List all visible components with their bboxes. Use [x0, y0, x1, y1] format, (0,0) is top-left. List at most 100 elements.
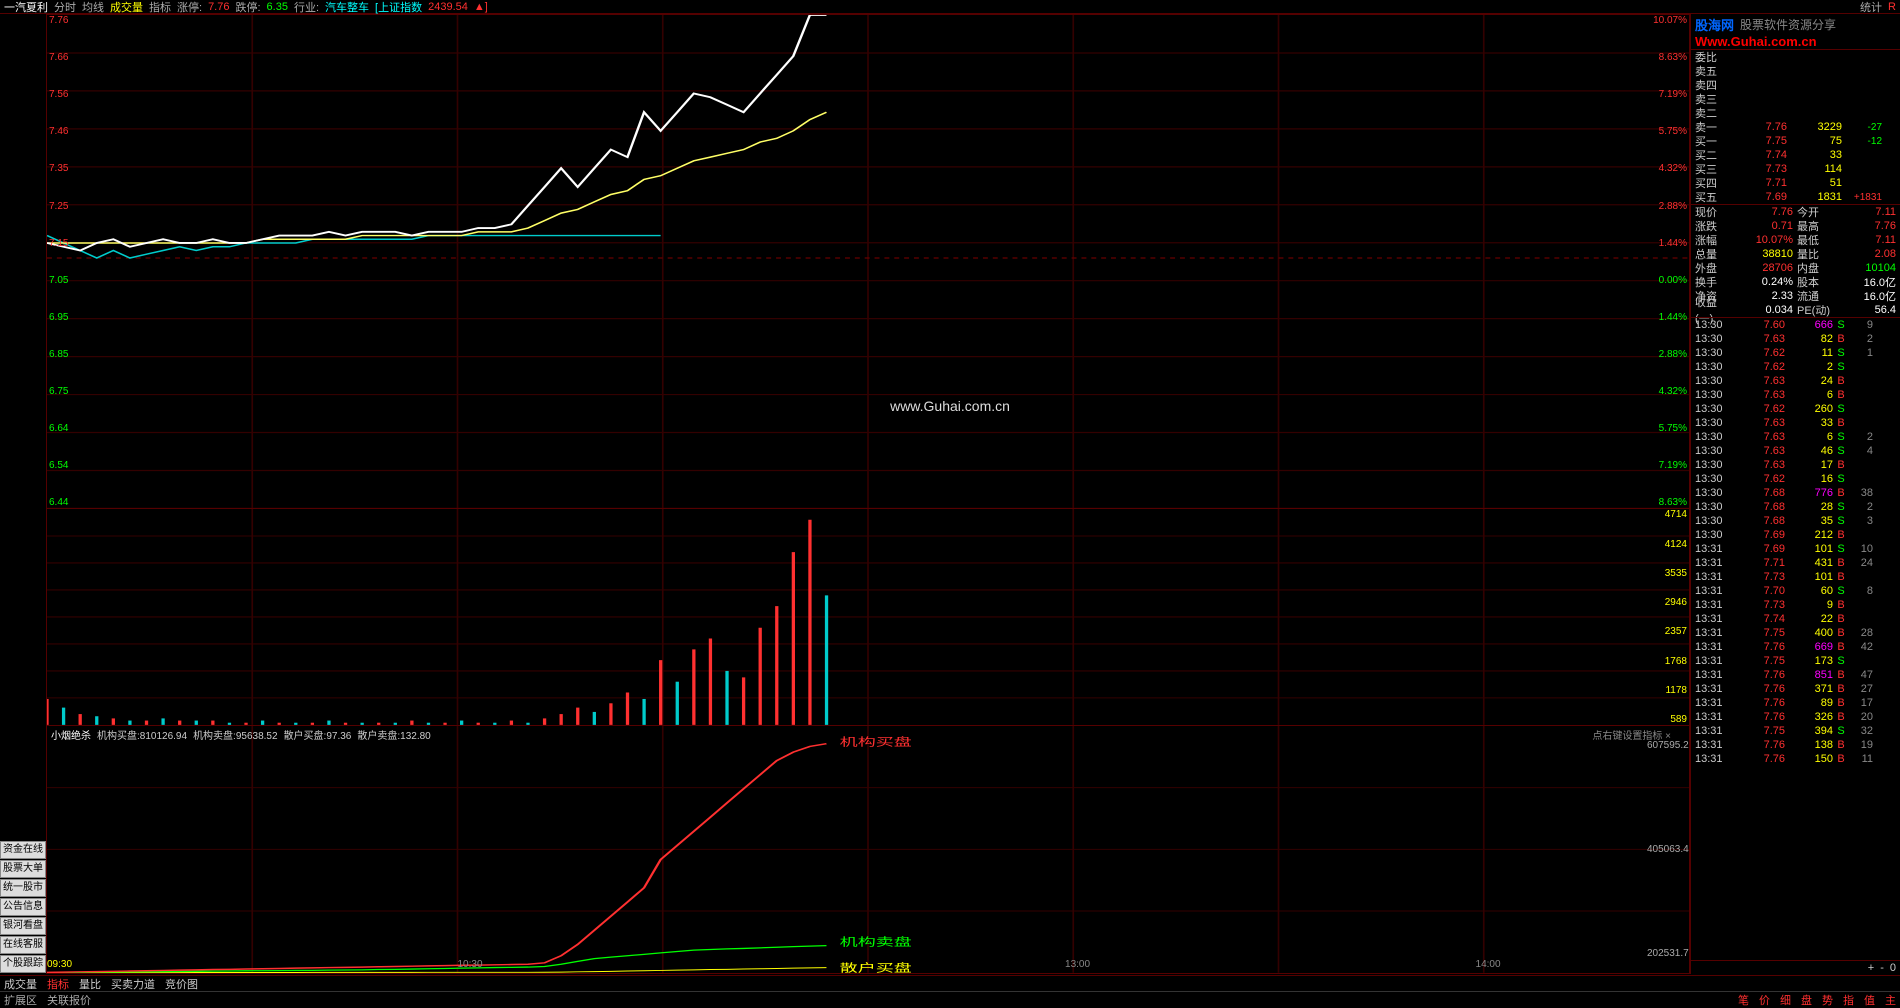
sidebar-button[interactable]: 资金在线 [0, 841, 46, 859]
bottom-link[interactable]: 关联报价 [47, 992, 91, 1008]
bottom-tab[interactable]: 指标 [47, 976, 69, 992]
tick-row: 13:307.6828S2 [1691, 500, 1900, 514]
tick-row: 13:317.75394S32 [1691, 724, 1900, 738]
orderbook-row: 买三7.73114 [1691, 162, 1900, 176]
footer-tab[interactable]: 笔 [1738, 992, 1749, 1008]
bottom-link[interactable]: 扩展区 [4, 992, 37, 1008]
r-indicator: R [1888, 1, 1896, 13]
bottom-bar2: 扩展区关联报价 笔价细盘势指值主 [0, 991, 1900, 1007]
sidebar-button[interactable]: 统一股市 [0, 879, 46, 897]
footer-tab[interactable]: 盘 [1801, 992, 1812, 1008]
tick-row: 13:317.7060S8 [1691, 584, 1900, 598]
bottom-tabs: 成交量指标量比买卖力道竞价图 [0, 975, 1900, 991]
tick-row: 13:307.6324B [1691, 374, 1900, 388]
tick-row: 13:307.622S [1691, 360, 1900, 374]
bottom-tab[interactable]: 买卖力道 [111, 976, 155, 992]
tick-row: 13:317.76669B42 [1691, 640, 1900, 654]
indicator-chart[interactable]: 小烟绝杀机构买盘:810126.94机构卖盘:95638.52散户买盘:97.3… [46, 726, 1690, 974]
tick-row: 13:317.739B [1691, 598, 1900, 612]
sidebar-button[interactable]: 个股跟踪 [0, 955, 46, 973]
orderbook-row: 买一7.7575-12 [1691, 134, 1900, 148]
tick-row: 13:307.6835S3 [1691, 514, 1900, 528]
indicator-y-axis-right: 607595.2405063.4202531.7 [1647, 740, 1687, 959]
tick-row: 13:317.76138B19 [1691, 738, 1900, 752]
limit-up: 7.76 [208, 1, 229, 13]
orderbook-row: 卖五 [1691, 64, 1900, 78]
orderbook-row: 买四7.7151 [1691, 176, 1900, 190]
svg-text:机构卖盘: 机构卖盘 [840, 936, 912, 949]
ctrl-button[interactable]: - [1880, 962, 1884, 974]
tick-row: 13:307.60666S9 [1691, 318, 1900, 332]
tick-row: 13:317.7422B [1691, 612, 1900, 626]
tab-junxian[interactable]: 均线 [82, 0, 104, 15]
quote-row: 外盘28706内盘10104 [1691, 261, 1900, 275]
orderbook-row: 卖一7.763229-27 [1691, 120, 1900, 134]
price-y-axis-left: 7.767.667.567.467.357.257.157.056.956.85… [49, 15, 79, 508]
volume-y-axis-right: 4714412435352946235717681178589 [1647, 509, 1687, 725]
index-value: 2439.54 [428, 1, 468, 13]
tick-row: 13:307.6346S4 [1691, 444, 1900, 458]
tick-row: 13:317.7689B17 [1691, 696, 1900, 710]
index-arrow-icon: ▲] [474, 1, 488, 13]
tick-row: 13:307.6382B2 [1691, 332, 1900, 346]
sidebar-button[interactable]: 公告信息 [0, 898, 46, 916]
footer-tab[interactable]: 主 [1885, 992, 1896, 1008]
index-label: [上证指数 [375, 0, 422, 15]
orderbook-row: 卖二 [1691, 106, 1900, 120]
quote-row: 现价7.76今开7.11 [1691, 205, 1900, 219]
bottom-tab[interactable]: 竞价图 [165, 976, 198, 992]
price-chart[interactable]: 7.767.667.567.467.357.257.157.056.956.85… [46, 14, 1690, 509]
orderbook: 委比卖五卖四卖三卖二卖一7.763229-27买一7.7575-12买二7.74… [1691, 49, 1900, 204]
footer-tab[interactable]: 指 [1843, 992, 1854, 1008]
tick-row: 13:317.69101S10 [1691, 542, 1900, 556]
tick-row: 13:317.76326B20 [1691, 710, 1900, 724]
sidebar-button[interactable]: 银河看盘 [0, 917, 46, 935]
sidebar-button[interactable]: 股票大单 [0, 860, 46, 878]
tick-row: 13:307.636B [1691, 388, 1900, 402]
tab-volume[interactable]: 成交量 [110, 0, 143, 15]
footer-tab[interactable]: 值 [1864, 992, 1875, 1008]
indicator-plot: 机构买盘机构卖盘散户买盘 [47, 726, 1689, 973]
tick-row: 13:307.6333B [1691, 416, 1900, 430]
footer-tab[interactable]: 细 [1780, 992, 1791, 1008]
price-plot [47, 15, 1689, 508]
watermark-logo: 股海网 股票软件资源分享 [1691, 14, 1900, 34]
industry: 汽车整车 [325, 0, 369, 15]
tab-fenshi[interactable]: 分时 [54, 0, 76, 15]
stats-button[interactable]: 统计 [1860, 0, 1882, 15]
price-y-axis-right: 10.07%8.63%7.19%5.75%4.32%2.88%1.44%0.00… [1647, 15, 1687, 508]
tick-row: 13:317.75173S [1691, 654, 1900, 668]
volume-chart[interactable]: 4714412435352946235717681178589 [46, 509, 1690, 726]
orderbook-row: 卖三 [1691, 92, 1900, 106]
watermark-url: Www.Guhai.com.cn [1691, 34, 1900, 49]
tick-row: 13:317.76150B11 [1691, 752, 1900, 766]
footer-tab[interactable]: 价 [1759, 992, 1770, 1008]
quote-row: 涨跌0.71最高7.76 [1691, 219, 1900, 233]
top-bar: 一汽夏利 分时 均线 成交量 指标 涨停:7.76 跌停:6.35 行业:汽车整… [0, 0, 1900, 14]
ctrl-button[interactable]: 0 [1890, 962, 1896, 974]
bottom-tab[interactable]: 量比 [79, 976, 101, 992]
tab-indicator[interactable]: 指标 [149, 0, 171, 15]
right-panel: 股海网 股票软件资源分享 Www.Guhai.com.cn 委比卖五卖四卖三卖二… [1690, 14, 1900, 974]
bottom-tab[interactable]: 成交量 [4, 976, 37, 992]
tick-row: 13:317.73101B [1691, 570, 1900, 584]
tick-list: 13:307.60666S913:307.6382B213:307.6211S1… [1691, 317, 1900, 960]
tick-row: 13:307.62260S [1691, 402, 1900, 416]
quote-row: 总量38810量比2.08 [1691, 247, 1900, 261]
quote-row: 换手0.24%股本16.0亿 [1691, 275, 1900, 289]
ctrl-button[interactable]: + [1868, 962, 1874, 974]
orderbook-row: 买五7.691831+1831 [1691, 190, 1900, 204]
tick-row: 13:317.76851B47 [1691, 668, 1900, 682]
orderbook-row: 买二7.7433 [1691, 148, 1900, 162]
footer-tab[interactable]: 势 [1822, 992, 1833, 1008]
quote-stats: 现价7.76今开7.11涨跌0.71最高7.76涨幅10.07%最低7.11总量… [1691, 204, 1900, 317]
sidebar-button[interactable]: 在线客服 [0, 936, 46, 954]
tick-row: 13:307.6211S1 [1691, 346, 1900, 360]
quote-row: 收益(一)0.034PE(动)56.4 [1691, 303, 1900, 317]
watermark-desc: 股票软件资源分享 [1740, 16, 1836, 33]
industry-label: 行业: [294, 0, 319, 15]
limit-down: 6.35 [267, 1, 288, 13]
orderbook-row: 卖四 [1691, 78, 1900, 92]
chart-area: 7.767.667.567.467.357.257.157.056.956.85… [46, 14, 1690, 974]
limit-up-label: 涨停: [177, 0, 202, 15]
